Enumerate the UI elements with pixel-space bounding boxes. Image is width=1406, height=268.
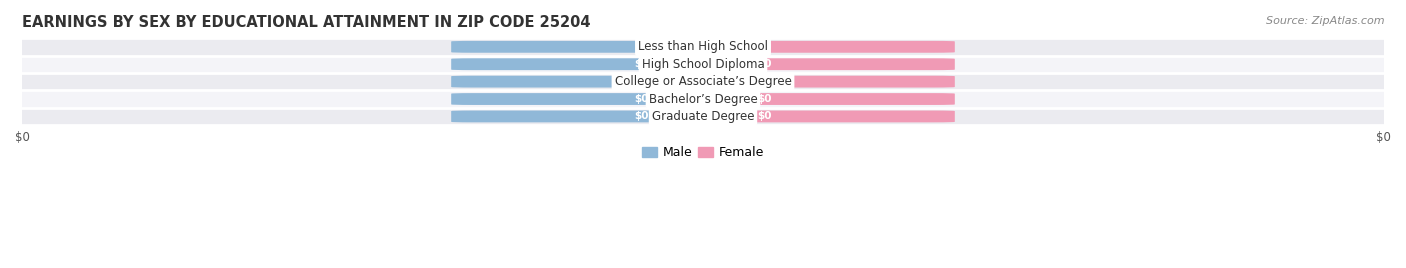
FancyBboxPatch shape — [451, 41, 710, 53]
Legend: Male, Female: Male, Female — [637, 141, 769, 164]
Text: $0: $0 — [758, 42, 772, 52]
Text: College or Associate’s Degree: College or Associate’s Degree — [614, 75, 792, 88]
Text: $0: $0 — [634, 111, 648, 121]
Text: High School Diploma: High School Diploma — [641, 58, 765, 71]
FancyBboxPatch shape — [696, 93, 955, 105]
Text: Source: ZipAtlas.com: Source: ZipAtlas.com — [1267, 16, 1385, 26]
FancyBboxPatch shape — [696, 110, 955, 122]
Bar — [22, 73, 1384, 90]
Bar — [22, 55, 1384, 73]
Text: Bachelor’s Degree: Bachelor’s Degree — [648, 92, 758, 106]
Bar — [22, 108, 1384, 125]
Text: Less than High School: Less than High School — [638, 40, 768, 53]
Text: $0: $0 — [634, 94, 648, 104]
Text: $0: $0 — [758, 111, 772, 121]
Text: EARNINGS BY SEX BY EDUCATIONAL ATTAINMENT IN ZIP CODE 25204: EARNINGS BY SEX BY EDUCATIONAL ATTAINMEN… — [22, 15, 591, 30]
Text: $0: $0 — [634, 59, 648, 69]
Text: Graduate Degree: Graduate Degree — [652, 110, 754, 123]
FancyBboxPatch shape — [451, 93, 710, 105]
FancyBboxPatch shape — [696, 41, 955, 53]
FancyBboxPatch shape — [696, 58, 955, 70]
Text: $0: $0 — [758, 94, 772, 104]
Text: $0: $0 — [758, 77, 772, 87]
Bar — [22, 38, 1384, 55]
Text: $0: $0 — [634, 42, 648, 52]
FancyBboxPatch shape — [451, 76, 710, 88]
FancyBboxPatch shape — [451, 58, 710, 70]
FancyBboxPatch shape — [696, 76, 955, 88]
FancyBboxPatch shape — [451, 110, 710, 122]
Text: $0: $0 — [634, 77, 648, 87]
Bar — [22, 90, 1384, 108]
Text: $0: $0 — [758, 59, 772, 69]
